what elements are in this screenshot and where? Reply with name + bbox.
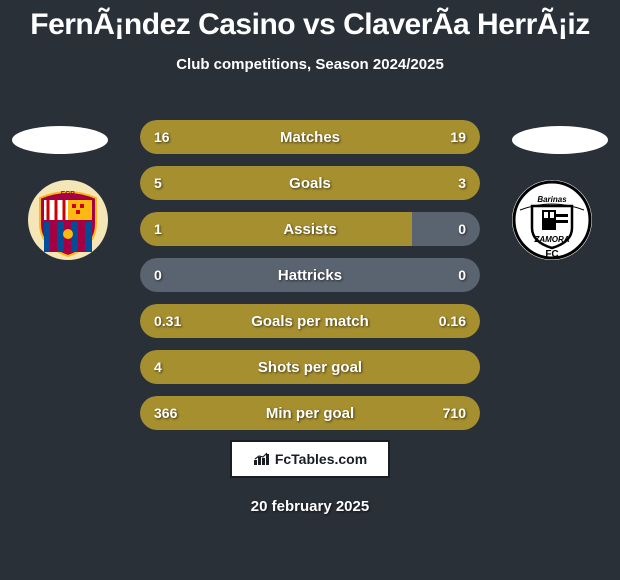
stat-row: 4Shots per goal: [140, 350, 480, 384]
stat-row: 53Goals: [140, 166, 480, 200]
stat-name: Shots per goal: [140, 359, 480, 376]
svg-text:Barinas: Barinas: [537, 195, 567, 204]
svg-text:FC: FC: [545, 249, 558, 260]
club-badge-left: FCB: [28, 180, 108, 260]
stat-row: 10Assists: [140, 212, 480, 246]
stat-name: Goals per match: [140, 313, 480, 330]
stat-row: 0.310.16Goals per match: [140, 304, 480, 338]
stat-name: Matches: [140, 129, 480, 146]
page-title: FernÃ¡ndez Casino vs ClaverÃ­a HerrÃ¡iz: [0, 0, 620, 42]
date-label: 20 february 2025: [0, 498, 620, 515]
country-flag-left: [12, 126, 108, 154]
stat-row: 00Hattricks: [140, 258, 480, 292]
club-badge-right: Barinas ZAMORA FC: [512, 180, 592, 260]
stat-name: Goals: [140, 175, 480, 192]
chart-icon: [253, 452, 271, 466]
subtitle: Club competitions, Season 2024/2025: [0, 56, 620, 73]
stat-name: Hattricks: [140, 267, 480, 284]
fctables-label: FcTables.com: [275, 451, 367, 467]
stat-name: Assists: [140, 221, 480, 238]
stat-row: 366710Min per goal: [140, 396, 480, 430]
stat-name: Min per goal: [140, 405, 480, 422]
svg-text:ZAMORA: ZAMORA: [533, 235, 569, 244]
stats-bars: 1619Matches 53Goals 10Assists 00Hattricks 0.…: [140, 120, 480, 442]
svg-text:FCB: FCB: [61, 191, 75, 198]
stat-row: 1619Matches: [140, 120, 480, 154]
country-flag-right: [512, 126, 608, 154]
fctables-watermark: FcTables.com: [230, 440, 390, 478]
